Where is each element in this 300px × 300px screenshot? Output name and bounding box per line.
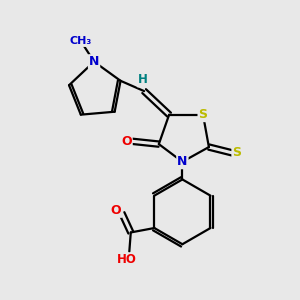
Text: N: N [177,155,188,168]
Text: O: O [111,204,122,217]
Text: S: S [199,108,208,121]
Text: N: N [89,55,99,68]
Text: HO: HO [116,253,136,266]
Text: CH₃: CH₃ [70,36,92,46]
Text: O: O [121,135,132,148]
Text: S: S [232,146,242,159]
Text: H: H [138,74,148,86]
